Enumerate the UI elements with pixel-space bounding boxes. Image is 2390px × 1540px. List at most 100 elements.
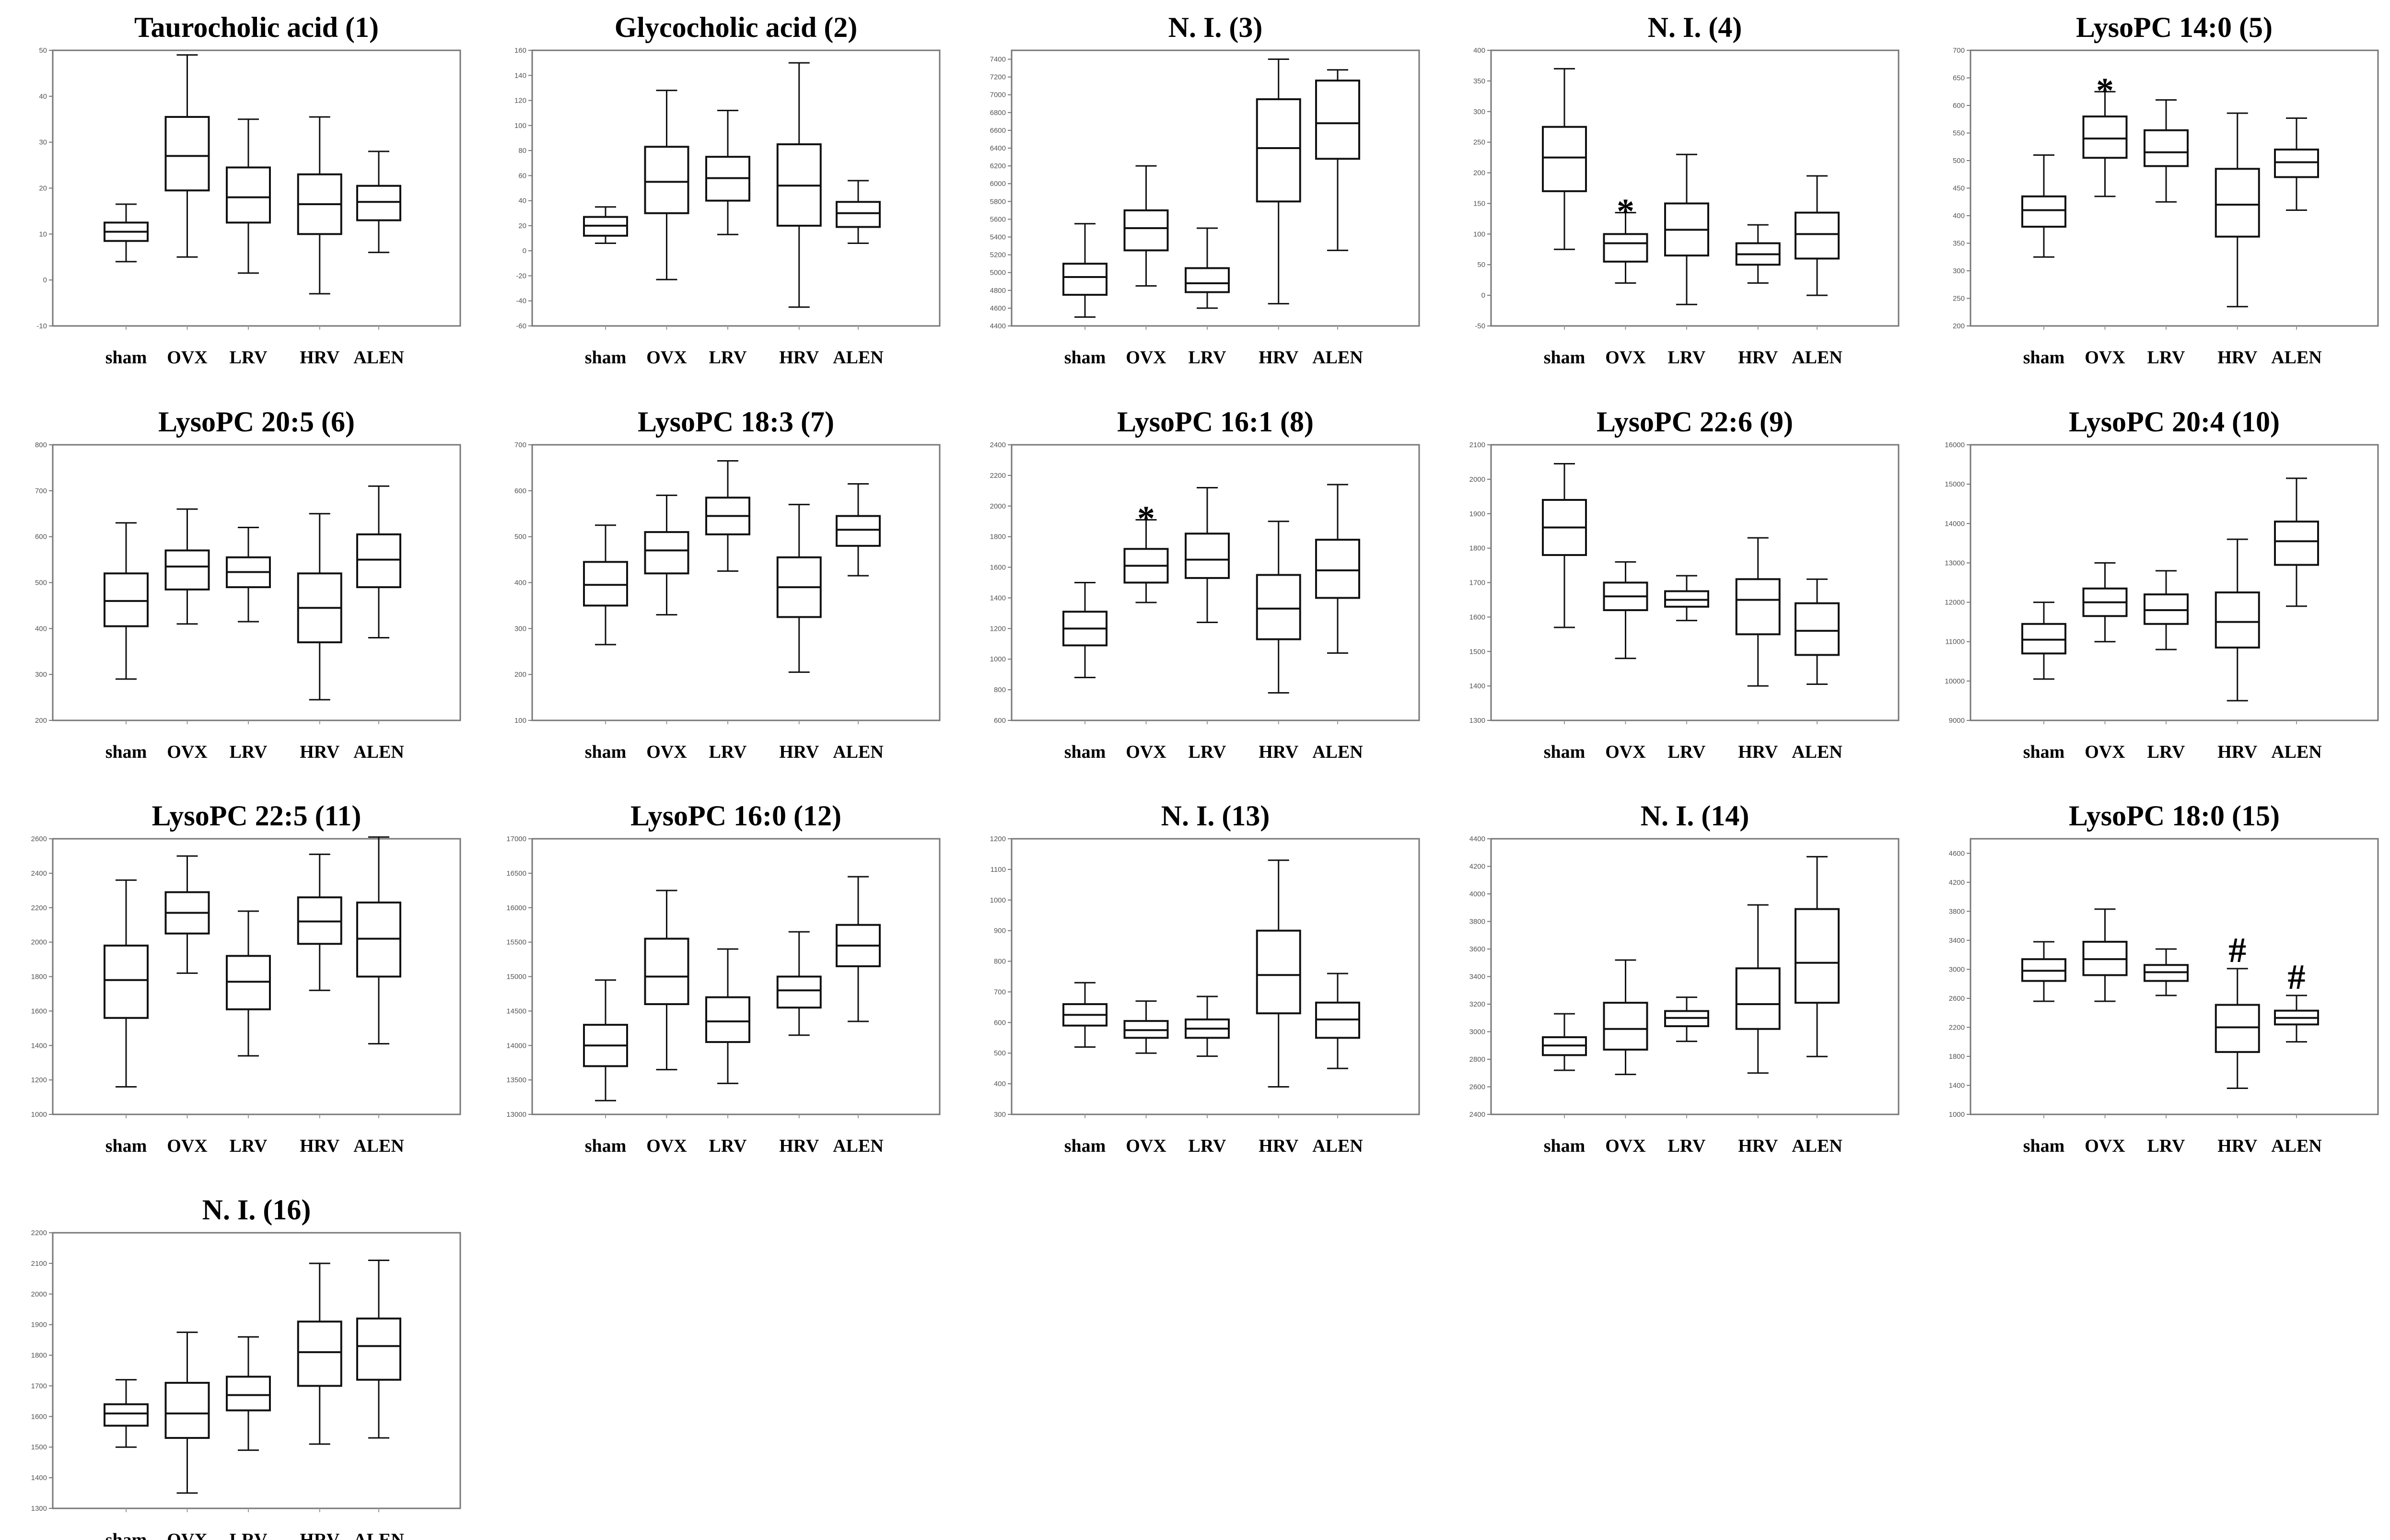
- y-tick-label: 3800: [1469, 918, 1485, 926]
- y-tick-label: 3400: [1469, 973, 1485, 981]
- box-iqr: [2144, 593, 2189, 625]
- box-sham: [2021, 154, 2066, 258]
- y-tick-label: 1600: [990, 564, 1006, 572]
- y-tick-label: 13000: [1945, 559, 1965, 567]
- category-label: ALEN: [2271, 347, 2322, 368]
- y-tick-label: 2800: [1469, 1055, 1485, 1064]
- y-tick-label: 1800: [31, 1352, 47, 1360]
- y-tick-label: 150: [1473, 199, 1485, 208]
- box-iqr: [2274, 149, 2319, 178]
- y-tick-label: 300: [1953, 267, 1965, 275]
- y-tick-label: 5000: [990, 269, 1006, 277]
- chart-title: N. I. (4): [1648, 12, 1742, 43]
- y-tick-label: 5600: [990, 215, 1006, 223]
- category-label: sham: [1064, 347, 1106, 368]
- plot-frame: [1011, 49, 1420, 327]
- box-alen: [1795, 578, 1840, 685]
- box-iqr: [1123, 209, 1169, 252]
- plot-frame: [1490, 49, 1900, 327]
- y-tick-label: 2600: [31, 835, 47, 843]
- box-hrv: [297, 513, 342, 701]
- box-alen: [836, 180, 881, 244]
- box-iqr: [2215, 591, 2260, 649]
- box-iqr: [226, 1376, 271, 1412]
- category-label: HRV: [2217, 742, 2258, 762]
- category-label: LRV: [230, 1136, 268, 1156]
- y-tick-label: 15500: [506, 938, 526, 947]
- category-label: ALEN: [353, 1136, 404, 1156]
- y-tick-label: 400: [1953, 212, 1965, 220]
- y-tick-label: 1800: [990, 533, 1006, 541]
- box-hrv: [2215, 968, 2260, 1089]
- y-tick-label: 14500: [506, 1007, 526, 1015]
- plot-frame: [52, 1232, 461, 1509]
- y-tick-label: 16500: [506, 869, 526, 878]
- y-tick-label: -10: [36, 322, 47, 330]
- y-tick-label: 4400: [1469, 835, 1485, 843]
- y-tick-label: 1400: [990, 594, 1006, 602]
- y-tick-label: 50: [39, 46, 47, 55]
- category-label: LRV: [1189, 1136, 1226, 1156]
- y-tick-label: -60: [516, 322, 526, 330]
- category-label: LRV: [1189, 742, 1226, 762]
- y-tick-label: 15000: [506, 973, 526, 981]
- box-lrv: [705, 460, 750, 572]
- category-label: LRV: [1668, 347, 1706, 368]
- chart-panel-11: LysoPC 22:5 (11) 1000 1200 1400 1600 1800 2000…: [31, 800, 461, 1156]
- box-ovx: [164, 508, 210, 625]
- category-label: ALEN: [353, 1530, 404, 1540]
- y-tick-label: 700: [35, 487, 47, 495]
- box-ovx: [644, 890, 689, 1071]
- y-tick-label: 20: [39, 185, 47, 193]
- category-label: OVX: [2085, 742, 2125, 762]
- category-label: HRV: [300, 742, 340, 762]
- box-iqr: [1795, 602, 1840, 656]
- box-iqr: [356, 533, 401, 589]
- y-tick-label: 120: [514, 97, 526, 105]
- y-tick-label: 16000: [506, 904, 526, 912]
- chart-title: N. I. (14): [1641, 800, 1749, 832]
- y-tick-label: 250: [1953, 295, 1965, 303]
- chart-title: LysoPC 18:0 (15): [2069, 800, 2280, 832]
- y-tick-label: 14000: [506, 1042, 526, 1050]
- y-tick-label: 5400: [990, 233, 1006, 242]
- y-tick-label: 500: [514, 533, 526, 541]
- chart-panel-15: LysoPC 18:0 (15) 1000 1400 1800 2200 2600 3000…: [1949, 800, 2379, 1156]
- box-iqr: [644, 146, 689, 214]
- box-ovx: [164, 54, 210, 258]
- y-tick-label: 1400: [1469, 682, 1485, 690]
- box-hrv: [1735, 904, 1781, 1074]
- box-ovx: [164, 1332, 210, 1494]
- y-tick-label: 3000: [1949, 965, 1965, 973]
- y-tick-label: 17000: [506, 835, 526, 843]
- plot-frame: [531, 49, 941, 327]
- chart-title: N. I. (13): [1161, 800, 1270, 832]
- box-hrv: [776, 931, 822, 1036]
- y-tick-label: 30: [39, 139, 47, 147]
- y-tick-label: 1200: [990, 625, 1006, 633]
- y-tick-label: 500: [1953, 157, 1965, 165]
- box-lrv: [2144, 948, 2189, 996]
- category-label: sham: [2023, 1136, 2065, 1156]
- chart-panel-2: Glycocholic acid (2) -60 -40 -20 0 20 40 60 80 10…: [514, 12, 941, 368]
- y-tick-label: 20: [518, 222, 526, 230]
- significance-marker: *: [1137, 499, 1155, 539]
- box-alen: [356, 1260, 401, 1439]
- box-iqr: [1795, 211, 1840, 260]
- y-tick-label: 50: [1477, 261, 1485, 269]
- y-tick-label: 1900: [31, 1321, 47, 1329]
- y-tick-label: 7000: [990, 91, 1006, 99]
- y-tick-label: 4600: [990, 304, 1006, 313]
- y-tick-label: 3800: [1949, 907, 1965, 915]
- box-alen: [1315, 973, 1360, 1069]
- box-sham: [583, 524, 628, 646]
- box-sham: [104, 879, 149, 1088]
- y-tick-label: 1200: [990, 835, 1006, 843]
- chart-title: LysoPC 16:1 (8): [1117, 406, 1314, 438]
- chart-title: LysoPC 20:4 (10): [2069, 406, 2280, 438]
- y-tick-label: 140: [514, 71, 526, 80]
- y-tick-label: 40: [518, 197, 526, 205]
- category-label: sham: [2023, 742, 2065, 762]
- category-label: sham: [1544, 347, 1586, 368]
- y-tick-label: 350: [1473, 77, 1485, 85]
